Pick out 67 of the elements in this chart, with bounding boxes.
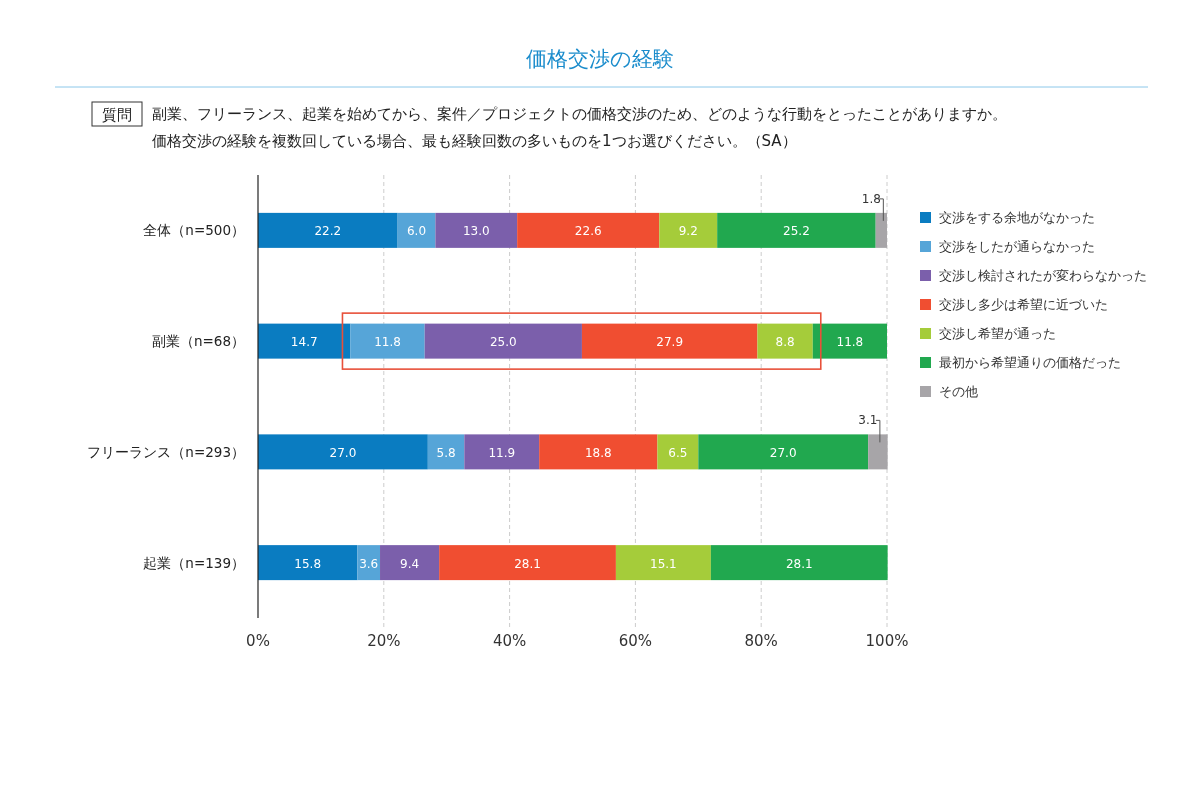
bar [258, 212, 398, 248]
data-label: 15.8 [294, 556, 322, 571]
data-label: 9.4 [400, 556, 420, 571]
y-tick-label: フリーランス（n=293） [87, 443, 245, 460]
x-tick-label: 100% [865, 632, 909, 650]
x-tick-label: 0% [246, 632, 270, 650]
bar [380, 545, 440, 581]
bar [464, 434, 540, 470]
data-label: 15.1 [650, 556, 677, 571]
text: 質問 [102, 106, 132, 124]
y-tick-label: 副業（n=68） [151, 333, 245, 350]
bar [258, 434, 428, 470]
bar [397, 212, 436, 248]
data-label: 13.0 [462, 224, 490, 239]
data-label: 6.5 [668, 445, 688, 460]
y-tick-label: 全体（n=500） [143, 222, 245, 239]
data-label: 27.0 [769, 445, 797, 460]
data-label: 27.0 [329, 445, 357, 460]
bar [350, 323, 425, 359]
data-label: 22.6 [574, 224, 602, 239]
data-label: 3.6 [359, 556, 379, 571]
bar [581, 323, 758, 359]
legend-label: その他 [939, 384, 978, 399]
x-tick-label: 20% [367, 632, 401, 650]
bar [539, 434, 658, 470]
bar [659, 212, 718, 248]
bar [698, 434, 869, 470]
x-tick-label: 40% [492, 632, 527, 650]
bar [439, 545, 616, 581]
bar [710, 545, 888, 581]
data-label: 14.7 [290, 335, 318, 350]
bar [615, 545, 711, 581]
data-label: 6.0 [406, 224, 427, 239]
bar [868, 434, 888, 470]
bar [427, 434, 465, 470]
y-tick-label: 起業（n=139） [143, 554, 245, 571]
data-label: 28.1 [514, 556, 541, 571]
bar [517, 212, 660, 248]
bar [424, 323, 582, 359]
data-label: 8.8 [775, 335, 795, 350]
bar [258, 323, 351, 359]
data-label: 11.8 [374, 335, 401, 350]
chart-subtitle: 副業、フリーランス、起業を始めてから、案件／プロジェクトの価格交渉のため、どのような行動をとったことがありますか。 [152, 104, 1008, 125]
data-label: 25.0 [489, 335, 517, 350]
bar [717, 212, 876, 248]
chart-title: 価格交渉の経験 [526, 47, 674, 71]
data-label: 9.2 [678, 224, 698, 239]
bar [757, 323, 813, 359]
bar [812, 323, 887, 359]
bar [357, 545, 381, 581]
data-label: 3.1 [858, 413, 878, 428]
text: 価格交渉の経験を複数回している場合、最も経験回数の多いものを1つお選びください。（SA） [152, 132, 797, 150]
bar [435, 212, 518, 248]
data-label: 11.9 [488, 445, 516, 460]
data-label: 18.8 [584, 445, 612, 460]
data-label: 11.8 [836, 335, 864, 350]
data-label: 28.1 [785, 556, 813, 571]
data-label: 5.8 [436, 445, 456, 460]
x-tick-label: 60% [618, 632, 653, 650]
data-label: 25.2 [783, 224, 810, 239]
bar [875, 212, 887, 248]
x-tick-label: 80% [744, 632, 778, 650]
data-label: 22.2 [314, 224, 342, 239]
data-label: 1.8 [861, 191, 881, 206]
bar [258, 545, 358, 581]
bar [657, 434, 699, 470]
data-label: 27.9 [656, 335, 684, 350]
